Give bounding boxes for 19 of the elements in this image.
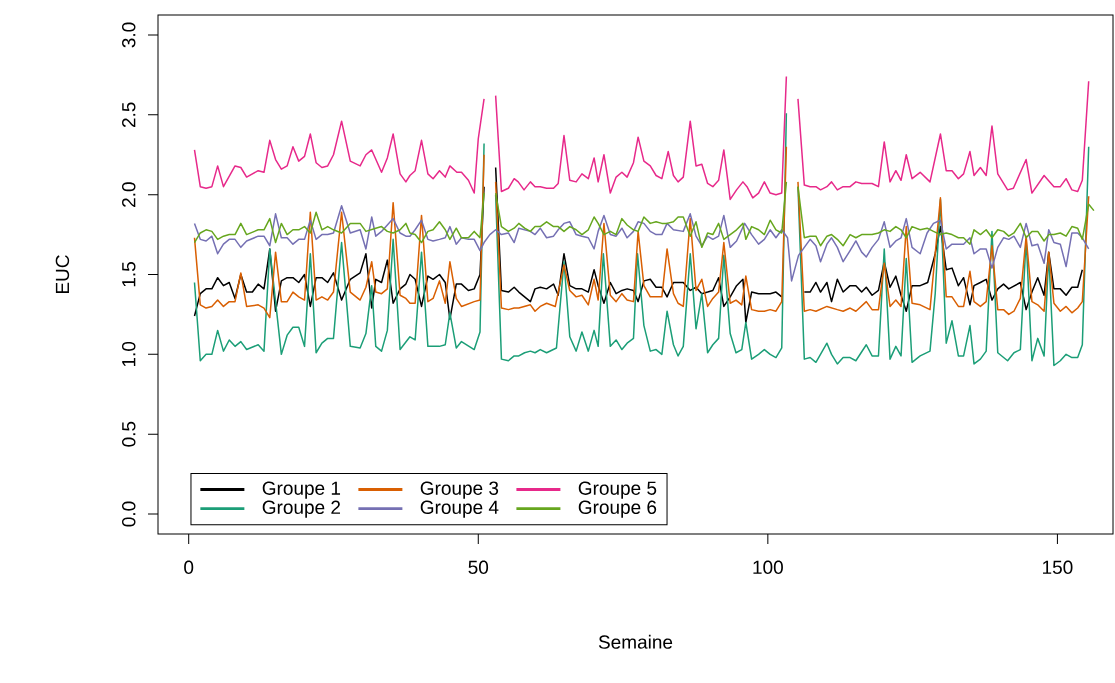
y-tick-label: 0.5 — [122, 421, 136, 447]
x-tick-label: 100 — [753, 560, 783, 574]
y-tick-label: 1.5 — [122, 262, 136, 287]
x-tick-label: 150 — [1043, 560, 1073, 574]
y-tick-label: 2.0 — [122, 182, 136, 207]
legend-label: Groupe 3 — [420, 481, 499, 499]
y-tick-label: 3.0 — [122, 22, 136, 48]
legend-label: Groupe 5 — [578, 481, 657, 499]
y-tick-label: 1.0 — [122, 341, 136, 367]
y-axis-title: EUC — [55, 255, 70, 293]
y-tick-label: 0.0 — [122, 501, 136, 527]
x-axis-title: Semaine — [598, 634, 673, 649]
x-tick-label: 50 — [468, 560, 489, 574]
legend-label: Groupe 1 — [262, 481, 341, 499]
legend-label: Groupe 2 — [262, 500, 341, 518]
legend-label: Groupe 4 — [420, 500, 499, 518]
legend-label: Groupe 6 — [578, 500, 657, 518]
x-tick-label: 0 — [184, 560, 194, 574]
y-tick-label: 2.5 — [122, 102, 136, 128]
